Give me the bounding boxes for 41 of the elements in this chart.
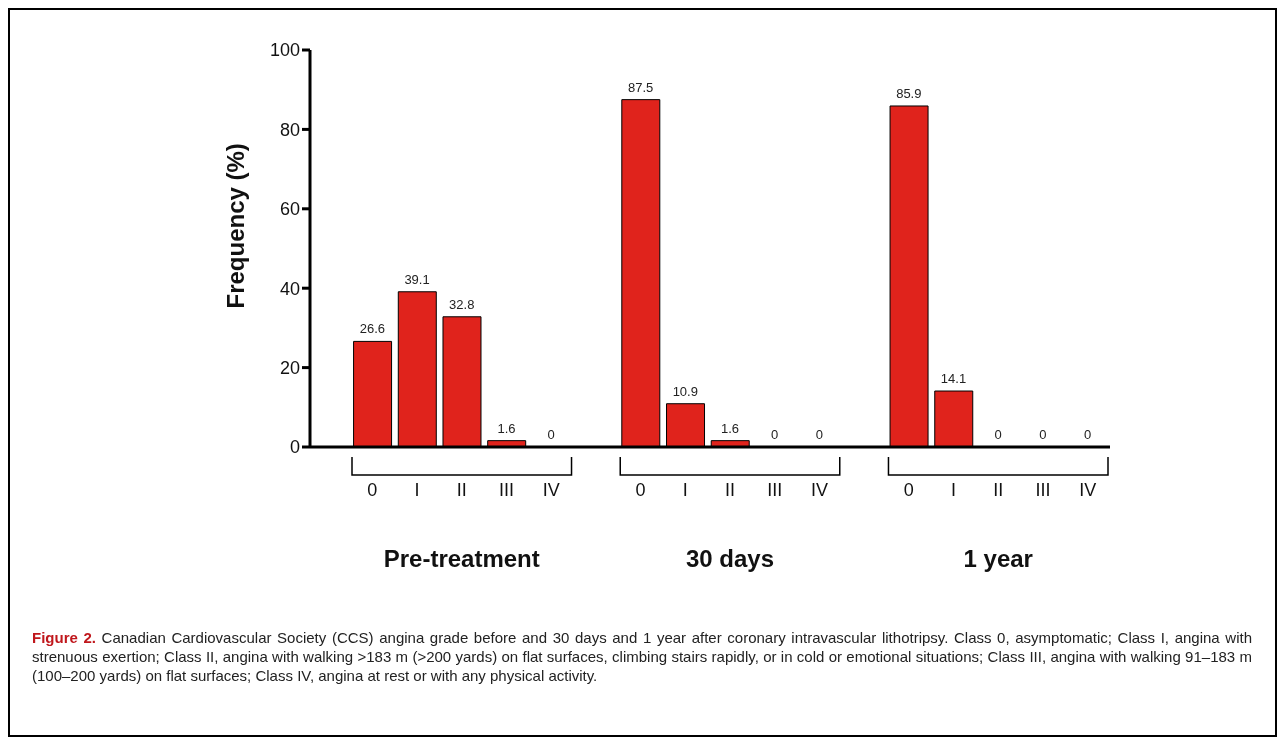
data-label: 0 (771, 427, 779, 442)
caption: Figure 2. Canadian Cardiovascular Society (CCS) angina grade before and 30 days and 1 year after coronary intravascular lithotripsy. Class 0, asymptomatic; Class I, angina with strenuous exertion; Class II, angina with walking >183 m (>200 yards) on flat surfaces, climbing stairs rapidly, or in cold or emotional situations; Class III, angina with walking 91–183 m (100–200 yards) on flat surfaces; Class IV, angina at rest or with any physical activity. (32, 629, 1252, 684)
x-tick-label: III (767, 479, 783, 500)
data-label: 85.9 (896, 85, 922, 101)
data-label: 87.5 (627, 79, 654, 95)
data-label: 26.6 (359, 321, 386, 337)
data-label: 0 (1084, 427, 1092, 442)
x-tick-label: II (456, 479, 467, 500)
y-tick-label: 0 (289, 437, 300, 458)
data-label: 39.1 (404, 271, 430, 287)
data-label: 0 (547, 427, 555, 442)
data-label: 14.1 (940, 371, 967, 387)
y-tick-label: 100 (269, 40, 300, 61)
x-tick-label: 0 (635, 479, 646, 500)
x-tick-label: IV (542, 479, 560, 500)
y-tick-label: 40 (279, 278, 300, 299)
data-label: 10.9 (672, 383, 698, 399)
y-axis-title: Frequency (%) (221, 143, 249, 309)
data-label: 0 (994, 427, 1002, 442)
data-label: 0 (815, 427, 824, 442)
data-label: 1.6 (720, 420, 740, 436)
x-tick-label: III (498, 479, 514, 500)
x-tick-label: 0 (903, 479, 914, 500)
y-tick-label: 60 (279, 199, 300, 220)
x-tick-label: IV (810, 479, 828, 500)
text: 30 days (684, 545, 776, 573)
text: Pre-treatment (382, 545, 541, 573)
data-label: 1.6 (497, 420, 516, 436)
text: 1 year (962, 545, 1034, 573)
x-tick-label: II (993, 479, 1004, 500)
y-tick-label: 20 (279, 357, 300, 378)
data-label: 32.8 (449, 296, 475, 312)
x-tick-label: I (951, 479, 957, 500)
x-tick-label: II (724, 479, 736, 500)
x-tick-label: III (1035, 479, 1051, 500)
x-tick-label: IV (1079, 479, 1097, 500)
x-tick-label: I (414, 479, 420, 500)
y-tick-label: 80 (279, 119, 300, 140)
data-label: 0 (1039, 427, 1047, 442)
x-tick-label: 0 (367, 479, 378, 500)
x-tick-label: I (682, 479, 688, 500)
